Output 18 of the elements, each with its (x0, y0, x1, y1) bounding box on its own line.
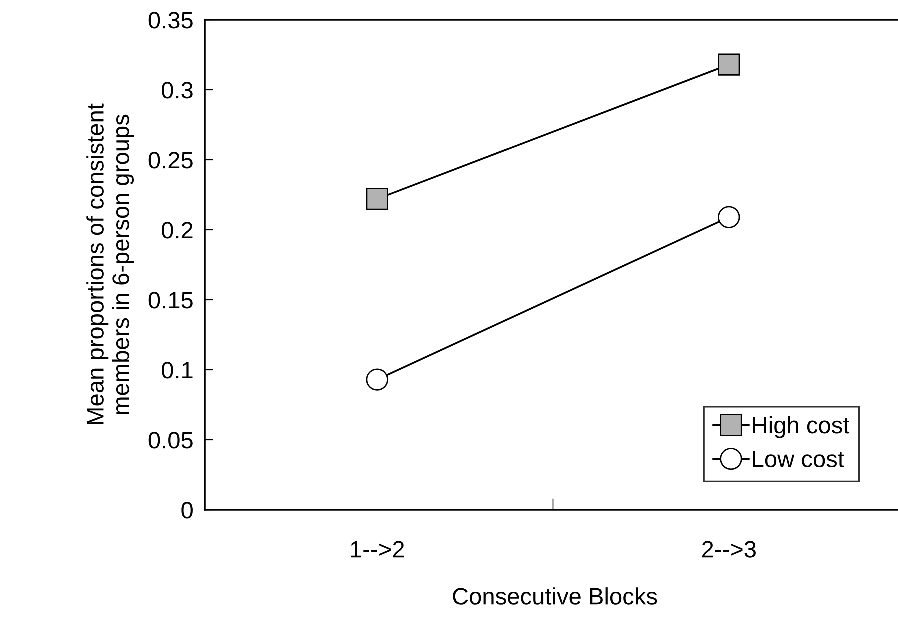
x-tick-label: 1-->2 (351, 541, 404, 558)
y-tick-label: 0.35 (148, 12, 193, 29)
point (718, 54, 740, 76)
point (366, 188, 388, 210)
y-axis-title: Mean proportions of consistent members in 6-person groups (86, 104, 134, 424)
point (718, 206, 740, 229)
y-tick-label: 0.25 (148, 152, 193, 169)
legend-label: High cost (753, 416, 850, 438)
y-tick-label: 0.05 (148, 432, 193, 449)
x-axis-title: Consecutive Blocks (453, 588, 658, 605)
y-tick-label: 0.15 (148, 292, 193, 309)
y-tick-label: 0 (182, 502, 193, 519)
y-tick-label: 0.3 (162, 82, 193, 99)
y-tick-label: 0.1 (162, 362, 193, 379)
x-tick-label: 2-->3 (702, 541, 756, 558)
legend-label: Low cost (753, 451, 844, 468)
y-tick-label: 0.2 (162, 222, 193, 239)
point (366, 368, 388, 391)
